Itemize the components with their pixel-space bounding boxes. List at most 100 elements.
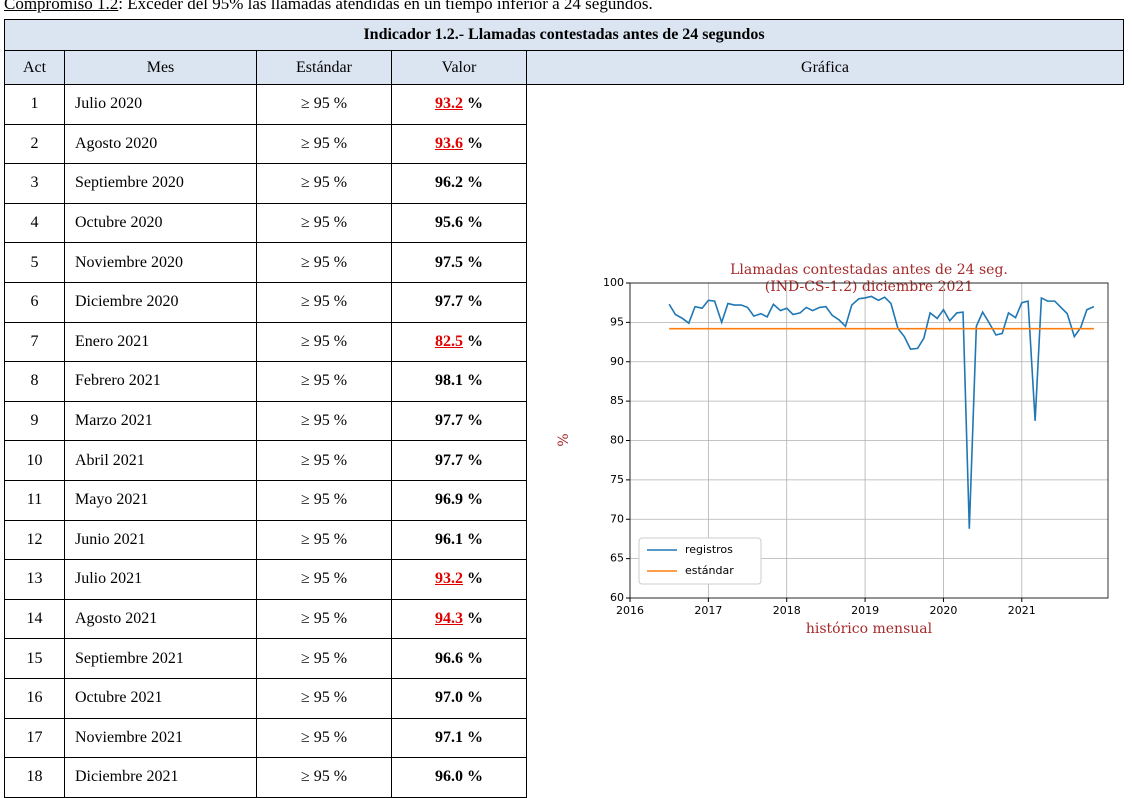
y-axis-label: %	[556, 433, 572, 446]
chart-title: (IND-CS-1.2) diciembre 2021	[765, 279, 974, 295]
month-cell: Octubre 2020	[64, 202, 257, 244]
y-tick-label: 75	[610, 473, 624, 486]
value-cell: 82.5 %	[391, 321, 527, 363]
x-tick-label: 2020	[929, 604, 957, 617]
value-unit: %	[467, 728, 483, 746]
legend-label: registros	[685, 543, 733, 556]
standard-cell: ≥ 95 %	[256, 559, 392, 600]
y-tick-label: 85	[610, 394, 624, 407]
value-number: 96.9	[435, 491, 463, 509]
table-row: 5 Noviembre 2020 ≥ 95 % 97.5 %	[4, 242, 1124, 283]
column-header: Estándar	[256, 50, 392, 85]
line-series	[668, 295, 1095, 529]
standard-cell: ≥ 95 %	[256, 123, 392, 165]
y-tick-label: 65	[610, 552, 624, 565]
standard-cell: ≥ 95 %	[256, 242, 392, 283]
column-header: Valor	[391, 50, 527, 85]
value-number: 93.2	[435, 570, 463, 588]
month-cell: Abril 2021	[64, 440, 257, 481]
value-cell: 97.7 %	[391, 400, 527, 442]
header-row: Act Mes Estándar Valor Gráfica	[4, 50, 1124, 85]
value-cell: 97.7 %	[391, 440, 527, 481]
month-cell: Noviembre 2021	[64, 717, 257, 759]
x-axis-label: histórico mensual	[806, 621, 933, 637]
value-number: 94.3	[435, 610, 463, 628]
act-cell: 12	[4, 519, 65, 561]
x-tick-label: 2016	[616, 604, 644, 617]
value-unit: %	[467, 570, 483, 588]
heading: Compromiso 1.2: Exceder del 95% las llam…	[4, 0, 653, 14]
standard-cell: ≥ 95 %	[256, 440, 392, 481]
value-unit: %	[467, 768, 483, 786]
chart-title: Llamadas contestadas antes de 24 seg.	[730, 262, 1008, 278]
table-row: 1 Julio 2020 ≥ 95 % 93.2 %	[4, 84, 1124, 125]
y-tick-label: 90	[610, 355, 624, 368]
value-number: 93.6	[435, 134, 463, 152]
value-number: 93.2	[435, 95, 463, 113]
value-unit: %	[467, 372, 483, 390]
month-cell: Mayo 2021	[64, 479, 257, 521]
value-unit: %	[467, 253, 483, 271]
act-cell: 2	[4, 123, 65, 165]
act-cell: 4	[4, 202, 65, 244]
table-row: 17 Noviembre 2021 ≥ 95 % 97.1 %	[4, 717, 1124, 759]
value-number: 95.6	[435, 214, 463, 232]
value-unit: %	[467, 412, 483, 430]
standard-cell: ≥ 95 %	[256, 84, 392, 125]
value-unit: %	[467, 491, 483, 509]
standard-cell: ≥ 95 %	[256, 400, 392, 442]
value-unit: %	[467, 95, 483, 113]
month-cell: Julio 2020	[64, 84, 257, 125]
value-number: 97.7	[435, 293, 463, 311]
value-number: 97.1	[435, 728, 463, 746]
value-cell: 93.2 %	[391, 559, 527, 600]
heading-text: : Exceder del 95% las llamadas atendidas…	[118, 0, 653, 13]
column-header: Act	[4, 50, 65, 85]
y-tick-label: 70	[610, 512, 624, 525]
column-header: Gráfica	[526, 50, 1124, 85]
table-row: 12 Junio 2021 ≥ 95 % 96.1 %	[4, 519, 1124, 561]
title-row: Indicador 1.2.- Llamadas contestadas ant…	[4, 19, 1124, 51]
act-cell: 17	[4, 717, 65, 759]
y-tick-label: 80	[610, 434, 624, 447]
value-number: 97.5	[435, 253, 463, 271]
x-tick-label: 2017	[694, 604, 722, 617]
value-number: 82.5	[435, 332, 463, 350]
x-tick-label: 2021	[1008, 604, 1036, 617]
act-cell: 10	[4, 440, 65, 481]
month-cell: Julio 2021	[64, 559, 257, 600]
x-tick-label: 2018	[773, 604, 801, 617]
column-header: Mes	[64, 50, 257, 85]
table-row: 15 Septiembre 2021 ≥ 95 % 96.6 %	[4, 638, 1124, 679]
month-cell: Marzo 2021	[64, 400, 257, 442]
month-cell: Noviembre 2020	[64, 242, 257, 283]
act-cell: 5	[4, 242, 65, 283]
value-cell: 97.5 %	[391, 242, 527, 283]
value-cell: 93.6 %	[391, 123, 527, 165]
value-cell: 96.9 %	[391, 479, 527, 521]
value-unit: %	[467, 293, 483, 311]
value-cell: 96.1 %	[391, 519, 527, 561]
plot-frame	[629, 282, 1109, 599]
table-row: 16 Octubre 2021 ≥ 95 % 97.0 %	[4, 677, 1124, 719]
heading-label: Compromiso 1.2	[4, 0, 119, 13]
table-row: 9 Marzo 2021 ≥ 95 % 97.7 %	[4, 400, 1124, 442]
value-number: 96.6	[435, 649, 463, 667]
standard-cell: ≥ 95 %	[256, 519, 392, 561]
value-number: 96.0	[435, 768, 463, 786]
act-cell: 9	[4, 400, 65, 442]
value-cell: 98.1 %	[391, 361, 527, 402]
act-cell: 15	[4, 638, 65, 679]
month-cell: Junio 2021	[64, 519, 257, 561]
value-cell: 93.2 %	[391, 84, 527, 125]
value-cell: 97.7 %	[391, 281, 527, 323]
act-cell: 3	[4, 163, 65, 204]
y-tick-label: 60	[610, 591, 624, 604]
value-unit: %	[467, 530, 483, 548]
value-number: 97.0	[435, 689, 463, 707]
table-row: 8 Febrero 2021 ≥ 95 % 98.1 %	[4, 361, 1124, 402]
standard-cell: ≥ 95 %	[256, 717, 392, 759]
value-unit: %	[467, 174, 483, 192]
